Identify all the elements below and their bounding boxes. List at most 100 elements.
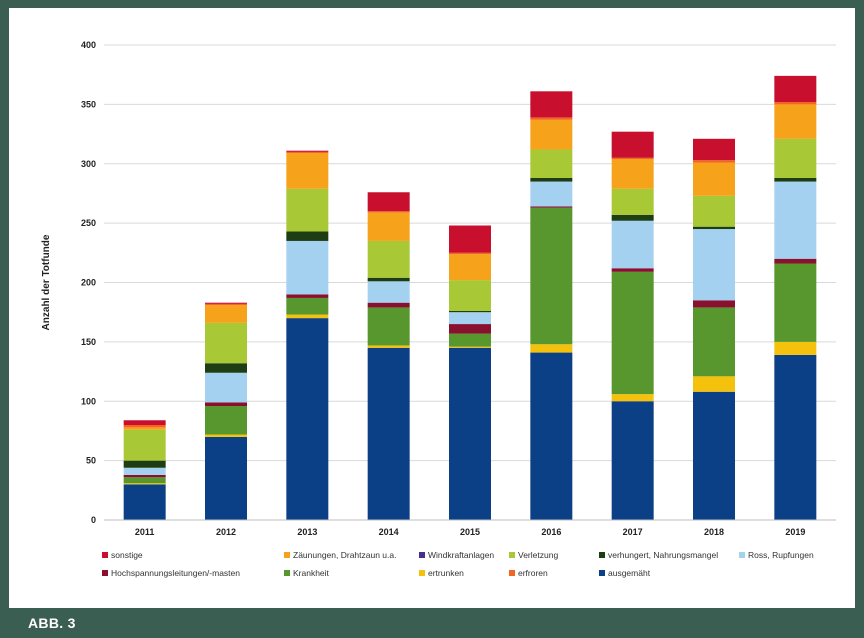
bar-segment-2016-verletzung [530, 149, 573, 178]
legend-swatch [739, 552, 745, 558]
bar-segment-2011-sonstige [123, 420, 166, 425]
legend-swatch [599, 570, 605, 576]
bar-segment-2018-erfroren [693, 160, 735, 163]
y-tick-label: 100 [81, 396, 96, 406]
bar-segment-2013-erfroren [286, 151, 329, 154]
bar-segment-2018-verletzung [693, 195, 735, 227]
legend-item-label: Krankheit [293, 568, 330, 578]
bar-segment-2016-zäunungen-drahtzaun-u-a- [530, 119, 573, 150]
bar-segment-2012-verletzung [205, 322, 247, 364]
bar-segment-2015-sonstige [449, 225, 491, 253]
bar-segment-2014-sonstige [367, 192, 410, 212]
y-tick-label: 250 [81, 218, 96, 228]
x-tick-label: 2019 [785, 527, 805, 537]
bar-segment-2019-ross-rupfungen [774, 181, 817, 259]
bar-segment-2019-zäunungen-drahtzaun-u-a- [774, 104, 817, 139]
x-tick-label: 2014 [379, 527, 399, 537]
bar-segment-2014-verhungert-nahrungsmangel [367, 277, 410, 282]
bar-segment-2012-zäunungen-drahtzaun-u-a- [205, 305, 247, 323]
bar-segment-2018-verhungert-nahrungsmangel [693, 226, 735, 230]
bar-segment-2015-verhungert-nahrungsmangel [449, 311, 491, 313]
bar-segment-2017-zäunungen-drahtzaun-u-a- [611, 159, 654, 189]
bar-segment-2017-verhungert-nahrungsmangel [611, 214, 654, 221]
bar-segment-2017-erfroren [611, 157, 654, 159]
bar-segment-2013-sonstige [286, 150, 329, 152]
legend-item-label: Zäunungen, Drahtzaun u.a. [293, 550, 397, 560]
y-tick-label: 350 [81, 99, 96, 109]
legend-item-label: ausgemäht [608, 568, 651, 578]
legend-item-label: sonstige [111, 550, 143, 560]
bar-segment-2016-ross-rupfungen [530, 181, 573, 207]
chart-panel: 0 50 100 150 200 250 300 350 400 Anzahl der Totfu… [9, 8, 855, 608]
bar-segment-2018-hochspannungsleitungen-masten [693, 300, 735, 308]
bar-segment-2011-ertrunken [123, 483, 166, 485]
y-axis-title: Anzahl der Totfunde [41, 234, 52, 330]
bar-segment-2013-ertrunken [286, 314, 329, 319]
bar-segment-2017-ausgemäht [611, 401, 654, 520]
legend-item-label: Windkraftanlagen [428, 550, 494, 560]
bar-segment-2012-ausgemäht [205, 436, 247, 520]
legend-swatch [102, 552, 108, 558]
bar-segment-2012-ertrunken [205, 434, 247, 437]
bar-segment-2019-verletzung [774, 138, 817, 178]
legend-item-label: erfroren [518, 568, 548, 578]
bar-segment-2012-ross-rupfungen [205, 372, 247, 403]
x-tick-label: 2015 [460, 527, 480, 537]
legend-swatch [102, 570, 108, 576]
x-tick-label: 2011 [135, 527, 155, 537]
bar-segment-2016-sonstige [530, 91, 573, 118]
bar-segment-2015-erfroren [449, 252, 491, 254]
bar-segment-2019-erfroren [774, 102, 817, 105]
bar-segment-2019-sonstige [774, 75, 817, 102]
bar-segment-2011-erfroren [123, 425, 166, 428]
bar-segment-2011-hochspannungsleitungen-masten [123, 474, 166, 478]
bar-segment-2017-sonstige [611, 131, 654, 158]
figure-caption: ABB. 3 [28, 615, 76, 631]
bar-segment-2012-krankheit [205, 406, 247, 435]
bar-segment-2014-verletzung [367, 240, 410, 278]
bar-segment-2011-zäunungen-drahtzaun-u-a- [123, 427, 166, 430]
bar-segment-2014-krankheit [367, 307, 410, 346]
bar-segment-2017-hochspannungsleitungen-masten [611, 268, 654, 272]
x-tick-label: 2017 [623, 527, 643, 537]
x-tick-label: 2012 [216, 527, 236, 537]
bar-segment-2013-zäunungen-drahtzaun-u-a- [286, 153, 329, 189]
caption-bar: ABB. 3 [0, 608, 864, 638]
y-tick-label: 50 [86, 456, 96, 466]
bar-segment-2017-ross-rupfungen [611, 220, 654, 269]
bar-segment-2017-krankheit [611, 271, 654, 395]
bar-segment-2014-zäunungen-drahtzaun-u-a- [367, 212, 410, 241]
bar-segment-2015-krankheit [449, 333, 491, 347]
bar-segment-2011-ausgemäht [123, 484, 166, 520]
legend-swatch [284, 552, 290, 558]
bar-segment-2016-verhungert-nahrungsmangel [530, 178, 573, 182]
bar-segment-2013-verletzung [286, 188, 329, 232]
bar-segment-2014-ausgemäht [367, 347, 410, 520]
x-tick-label: 2013 [297, 527, 317, 537]
bar-segment-2013-ausgemäht [286, 318, 329, 520]
bar-segment-2015-hochspannungsleitungen-masten [449, 324, 491, 334]
legend-swatch [509, 552, 515, 558]
legend-item-label: Ross, Rupfungen [748, 550, 814, 560]
bar-segment-2012-hochspannungsleitungen-masten [205, 402, 247, 406]
bar-segment-2015-ertrunken [449, 346, 491, 348]
bar-segment-2011-krankheit [123, 477, 166, 484]
bar-segment-2012-erfroren [205, 303, 247, 306]
x-tick-label: 2018 [704, 527, 724, 537]
bar-segment-2015-ausgemäht [449, 347, 491, 520]
bar-segment-2015-ross-rupfungen [449, 312, 491, 325]
stacked-bar-chart: 0 50 100 150 200 250 300 350 400 Anzahl der Totfu… [41, 40, 836, 578]
bar-segment-2017-verletzung [611, 188, 654, 215]
legend-item-label: Hochspannungsleitungen/-masten [111, 568, 240, 578]
bar-segment-2018-krankheit [693, 307, 735, 377]
bar-segment-2019-ausgemäht [774, 354, 817, 520]
legend-swatch [284, 570, 290, 576]
bar-segment-2016-ertrunken [530, 344, 573, 353]
bar-segment-2011-verletzung [123, 429, 166, 461]
bar-segment-2014-hochspannungsleitungen-masten [367, 302, 410, 308]
bar-segment-2015-zäunungen-drahtzaun-u-a- [449, 254, 491, 281]
bar-segment-2017-ertrunken [611, 394, 654, 402]
bar-segment-2019-krankheit [774, 263, 817, 342]
bar-segment-2018-ausgemäht [693, 391, 735, 520]
